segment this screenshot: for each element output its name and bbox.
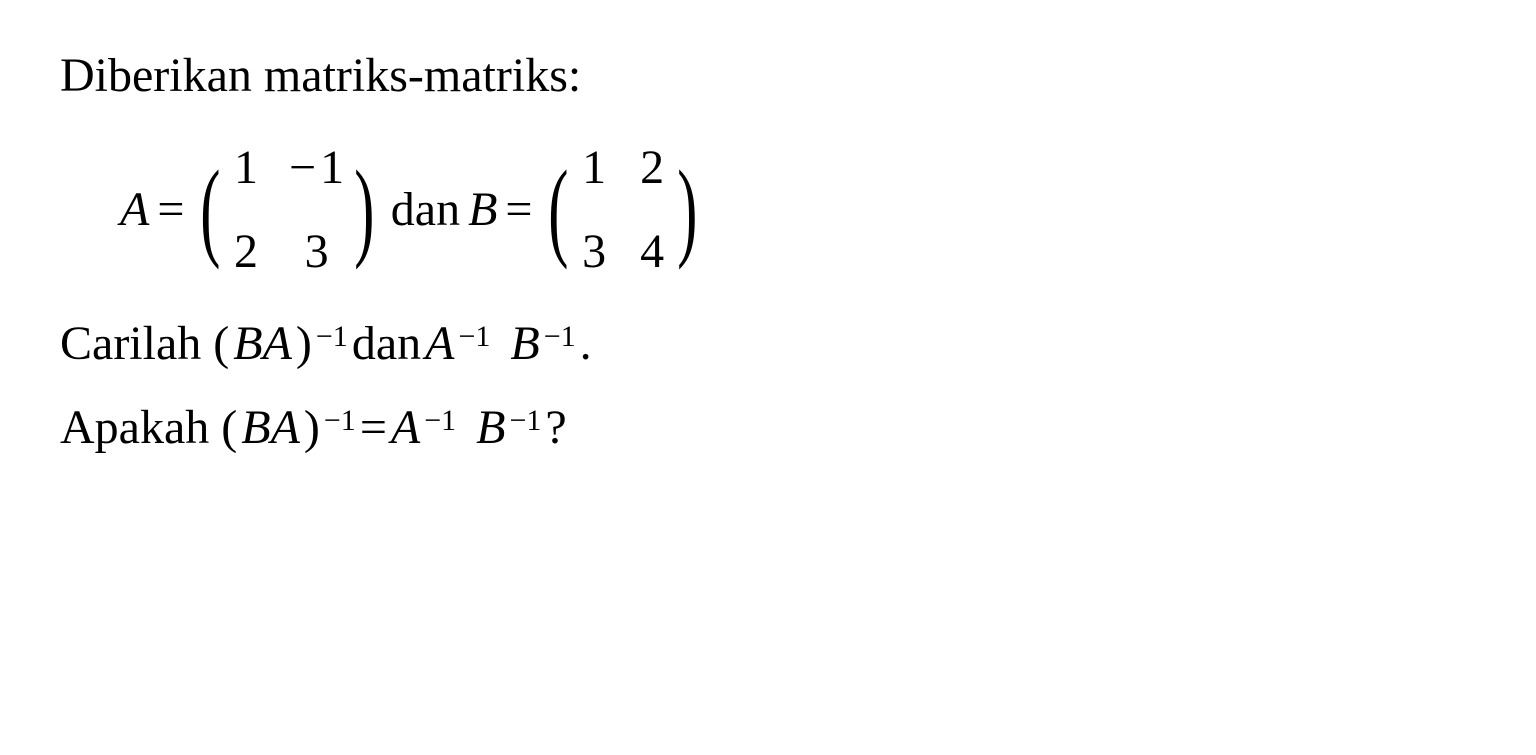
matrix-B: ( 1 2 3 4 ): [540, 132, 705, 288]
line-intro: Diberikan matriks-matriks:: [60, 40, 1476, 112]
and-word: dan: [391, 174, 460, 246]
left-paren-A: (: [201, 174, 221, 246]
A-cell-1-1: 3: [289, 216, 344, 288]
l4-exp-3: −1: [509, 398, 541, 443]
B-cell-0-0: 1: [579, 132, 609, 204]
l3-prefix: Carilah (: [60, 308, 229, 380]
matrix-A-body: 1 − 1 2 3: [229, 132, 346, 288]
l3-exp-2: −1: [458, 314, 490, 359]
A-cell-0-1: − 1: [289, 132, 344, 204]
l4-equals: =: [360, 392, 387, 464]
l3-exp-1: −1: [316, 314, 348, 359]
l3-exp-3: −1: [544, 314, 576, 359]
right-paren-A: ): [354, 174, 374, 246]
l3-closeparen: ): [296, 308, 312, 380]
A-cell-1-0: 2: [231, 216, 261, 288]
equals-2: =: [505, 174, 532, 246]
line-task-1: Carilah (BA)−1 dan A−1 B−1.: [60, 308, 1476, 380]
l3-mid: dan: [352, 308, 421, 380]
B-cell-1-1: 4: [637, 216, 667, 288]
B-cell-1-0: 3: [579, 216, 609, 288]
symbol-B: B: [468, 174, 497, 246]
l3-B: B: [510, 308, 539, 380]
line-task-2: Apakah (BA)−1 = A−1 B−1?: [60, 392, 1476, 464]
A-cell-0-0: 1: [231, 132, 261, 204]
l4-B: B: [476, 392, 505, 464]
B-cell-0-1: 2: [637, 132, 667, 204]
symbol-A: A: [120, 174, 149, 246]
math-problem: Diberikan matriks-matriks: A = ( 1 − 1 2…: [60, 40, 1476, 464]
matrix-definition-line: A = ( 1 − 1 2 3 ) dan B = ( 1 2 3 4 ): [120, 132, 1476, 288]
l4-prefix: Apakah (: [60, 392, 237, 464]
equals-1: =: [157, 174, 184, 246]
matrix-B-body: 1 2 3 4: [577, 132, 669, 288]
l3-period: .: [580, 308, 592, 380]
l4-exp-1: −1: [324, 398, 356, 443]
l4-closeparen: ): [304, 392, 320, 464]
left-paren-B: (: [549, 174, 569, 246]
l4-exp-2: −1: [424, 398, 456, 443]
l4-question: ?: [545, 392, 566, 464]
l3-A: A: [425, 308, 454, 380]
matrix-A: ( 1 − 1 2 3 ): [192, 132, 382, 288]
intro-text: Diberikan matriks-matriks:: [60, 49, 581, 102]
l4-BA: BA: [241, 392, 300, 464]
l4-A: A: [391, 392, 420, 464]
right-paren-B: ): [677, 174, 697, 246]
l3-BA: BA: [233, 308, 292, 380]
